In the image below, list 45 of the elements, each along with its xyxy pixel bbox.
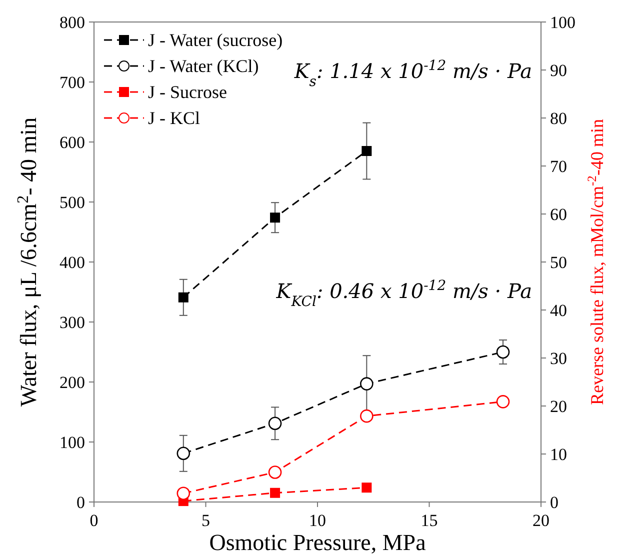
- y-tick-label: 600: [60, 133, 85, 152]
- legend-label: J - Sucrose: [148, 82, 227, 102]
- y-tick-label: 500: [60, 193, 85, 212]
- y2-tick-label: 40: [550, 301, 567, 320]
- y2-tick-label: 20: [550, 397, 567, 416]
- y2-tick-label: 90: [550, 61, 567, 80]
- y-tick-label: 300: [60, 313, 85, 332]
- point: [176, 486, 190, 500]
- point: [496, 395, 510, 408]
- x-tick-label: 15: [420, 511, 438, 530]
- y2-tick-label: 70: [550, 157, 567, 176]
- y2-tick-label: 0: [550, 493, 558, 512]
- legend-label: J - KCl: [148, 108, 200, 128]
- point: [268, 466, 282, 479]
- point: [270, 212, 280, 223]
- point: [360, 409, 374, 423]
- y-tick-label: 200: [60, 373, 85, 392]
- y2-tick-label: 60: [550, 205, 567, 224]
- legend-label: J - Water (sucrose): [148, 30, 283, 50]
- y2-tick-label: 10: [550, 445, 567, 464]
- point: [360, 377, 374, 390]
- point: [362, 146, 372, 156]
- y2-tick-label: 30: [550, 349, 567, 368]
- point: [268, 416, 282, 430]
- point: [496, 345, 510, 359]
- point: [178, 292, 188, 302]
- x-tick-label: 20: [532, 511, 550, 530]
- annotation: K$_{KCl}$: 0.46 x 10$^{-12}$ m/s · Pa: [275, 278, 532, 310]
- y-tick-label: 0: [76, 493, 85, 512]
- y-tick-label: 400: [60, 253, 85, 272]
- x-tick-label: 5: [202, 511, 210, 530]
- y-tick-label: 800: [60, 13, 85, 32]
- point: [176, 446, 190, 460]
- legend-label: J - Water (KCl): [148, 56, 259, 76]
- y-tick-label: 100: [60, 433, 85, 452]
- point: [362, 482, 372, 493]
- x-axis-title: Osmotic Pressure, MPa: [209, 530, 426, 555]
- y-tick-label: 700: [60, 73, 85, 92]
- y2-tick-label: 100: [550, 13, 576, 32]
- y2-tick-label: 50: [550, 253, 567, 272]
- x-tick-label: 10: [309, 511, 326, 530]
- y2-tick-label: 80: [550, 109, 567, 128]
- x-tick-label: 0: [90, 511, 98, 530]
- annotation: K$_{s}$: 1.14 x 10$^{-12}$ m/s · Pa: [293, 58, 532, 90]
- point: [270, 488, 280, 498]
